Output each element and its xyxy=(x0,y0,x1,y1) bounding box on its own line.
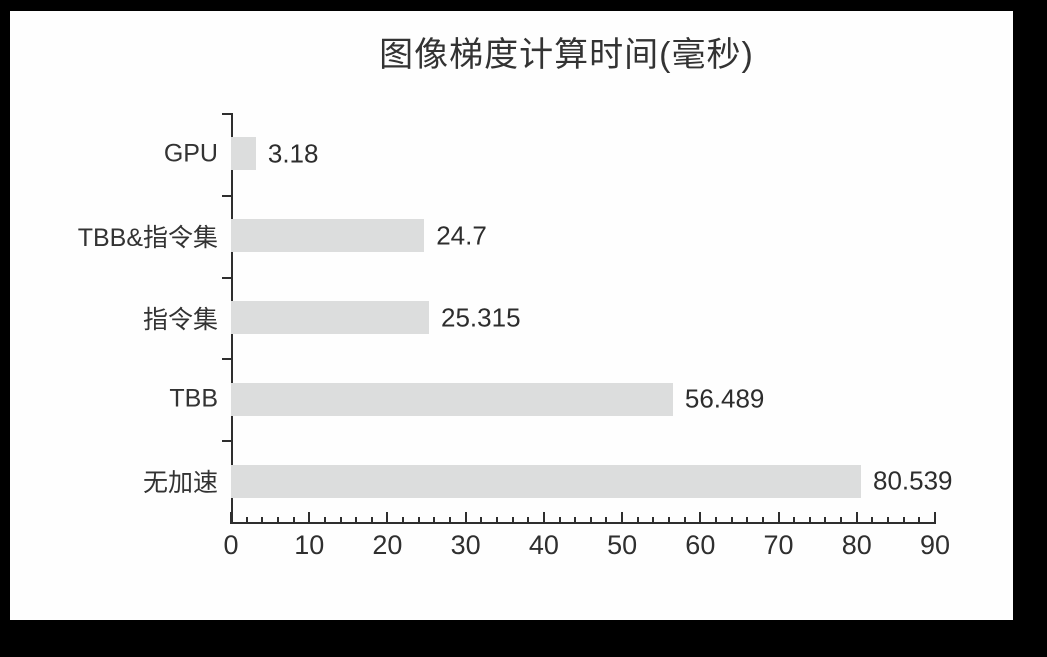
x-major-tick xyxy=(855,512,858,522)
x-minor-tick xyxy=(636,517,639,522)
x-minor-tick xyxy=(840,517,843,522)
bar-value: 56.489 xyxy=(684,383,765,414)
x-major-tick xyxy=(230,512,232,522)
x-minor-tick xyxy=(871,517,874,522)
bar xyxy=(231,219,425,253)
x-minor-tick xyxy=(574,517,577,522)
x-major-tick xyxy=(542,512,545,522)
x-minor-tick xyxy=(261,517,264,522)
x-minor-tick xyxy=(589,517,592,522)
x-minor-tick xyxy=(558,517,561,522)
x-minor-tick xyxy=(370,517,373,522)
bar-label: TBB&指令集 xyxy=(77,223,218,252)
x-minor-tick xyxy=(276,517,279,522)
x-major-tick xyxy=(308,512,311,522)
x-minor-tick xyxy=(730,517,733,522)
x-minor-tick xyxy=(605,517,608,522)
bar-value: 24.7 xyxy=(436,220,487,251)
x-tick-label: 70 xyxy=(763,530,794,560)
x-minor-tick xyxy=(323,517,326,522)
y-tick xyxy=(222,113,231,115)
x-major-tick xyxy=(777,512,780,522)
x-tick-label: 90 xyxy=(919,530,951,560)
x-minor-tick xyxy=(292,517,295,522)
bar xyxy=(231,137,256,171)
chart-canvas: 图像梯度计算时间(毫秒) GPU 3.18 TBB&指令集 24.7 指令集 25.315… xyxy=(10,11,1013,620)
bar xyxy=(231,382,673,416)
x-tick-label: 80 xyxy=(841,530,872,560)
x-minor-tick xyxy=(355,517,358,522)
x-minor-tick xyxy=(245,517,248,522)
bar-value: 25.315 xyxy=(441,302,521,332)
bar-label: 指令集 xyxy=(142,305,218,334)
bar-label: TBB xyxy=(169,384,218,413)
y-tick xyxy=(222,358,231,361)
bar xyxy=(231,464,861,498)
y-tick xyxy=(222,440,231,443)
x-tick-label: 0 xyxy=(223,530,239,560)
x-minor-tick xyxy=(668,517,671,522)
bar-label: GPU xyxy=(163,139,218,168)
bar-value: 80.539 xyxy=(872,465,953,496)
x-minor-tick xyxy=(761,517,764,522)
x-minor-tick xyxy=(683,517,686,522)
chart-title: 图像梯度计算时间(毫秒) xyxy=(379,36,754,74)
x-tick-label: 60 xyxy=(685,530,716,560)
x-minor-tick xyxy=(527,517,530,522)
x-tick-label: 40 xyxy=(528,530,559,560)
x-minor-tick xyxy=(808,517,811,522)
x-tick-label: 10 xyxy=(294,530,325,560)
x-minor-tick xyxy=(402,517,405,522)
x-minor-tick xyxy=(746,517,749,522)
x-tick-label: 50 xyxy=(607,530,638,560)
x-minor-tick xyxy=(480,517,483,522)
x-major-tick xyxy=(699,512,702,522)
bar-label: 无加速 xyxy=(142,469,218,498)
x-minor-tick xyxy=(652,517,655,522)
y-tick xyxy=(222,276,231,279)
x-tick-label: 20 xyxy=(372,530,403,560)
x-minor-tick xyxy=(339,517,342,522)
x-minor-tick xyxy=(495,517,498,522)
x-minor-tick xyxy=(793,517,796,522)
x-minor-tick xyxy=(918,517,921,522)
x-major-tick xyxy=(934,512,936,522)
x-minor-tick xyxy=(902,517,905,522)
x-axis-line xyxy=(230,522,936,524)
x-minor-tick xyxy=(433,517,436,522)
plot-area: GPU 3.18 TBB&指令集 24.7 指令集 25.315 TBB 56.489 无加速 8… xyxy=(78,113,953,560)
x-minor-tick xyxy=(417,517,420,522)
x-major-tick xyxy=(386,512,389,522)
x-minor-tick xyxy=(449,517,452,522)
bar-value: 3.18 xyxy=(267,138,319,169)
bar xyxy=(231,301,430,334)
x-major-tick xyxy=(464,512,467,522)
x-major-tick xyxy=(621,512,624,522)
x-minor-tick xyxy=(714,517,717,522)
x-tick-label: 30 xyxy=(450,530,481,560)
x-minor-tick xyxy=(511,517,514,522)
x-minor-tick xyxy=(887,517,890,522)
y-tick xyxy=(222,194,231,197)
x-minor-tick xyxy=(824,517,827,522)
